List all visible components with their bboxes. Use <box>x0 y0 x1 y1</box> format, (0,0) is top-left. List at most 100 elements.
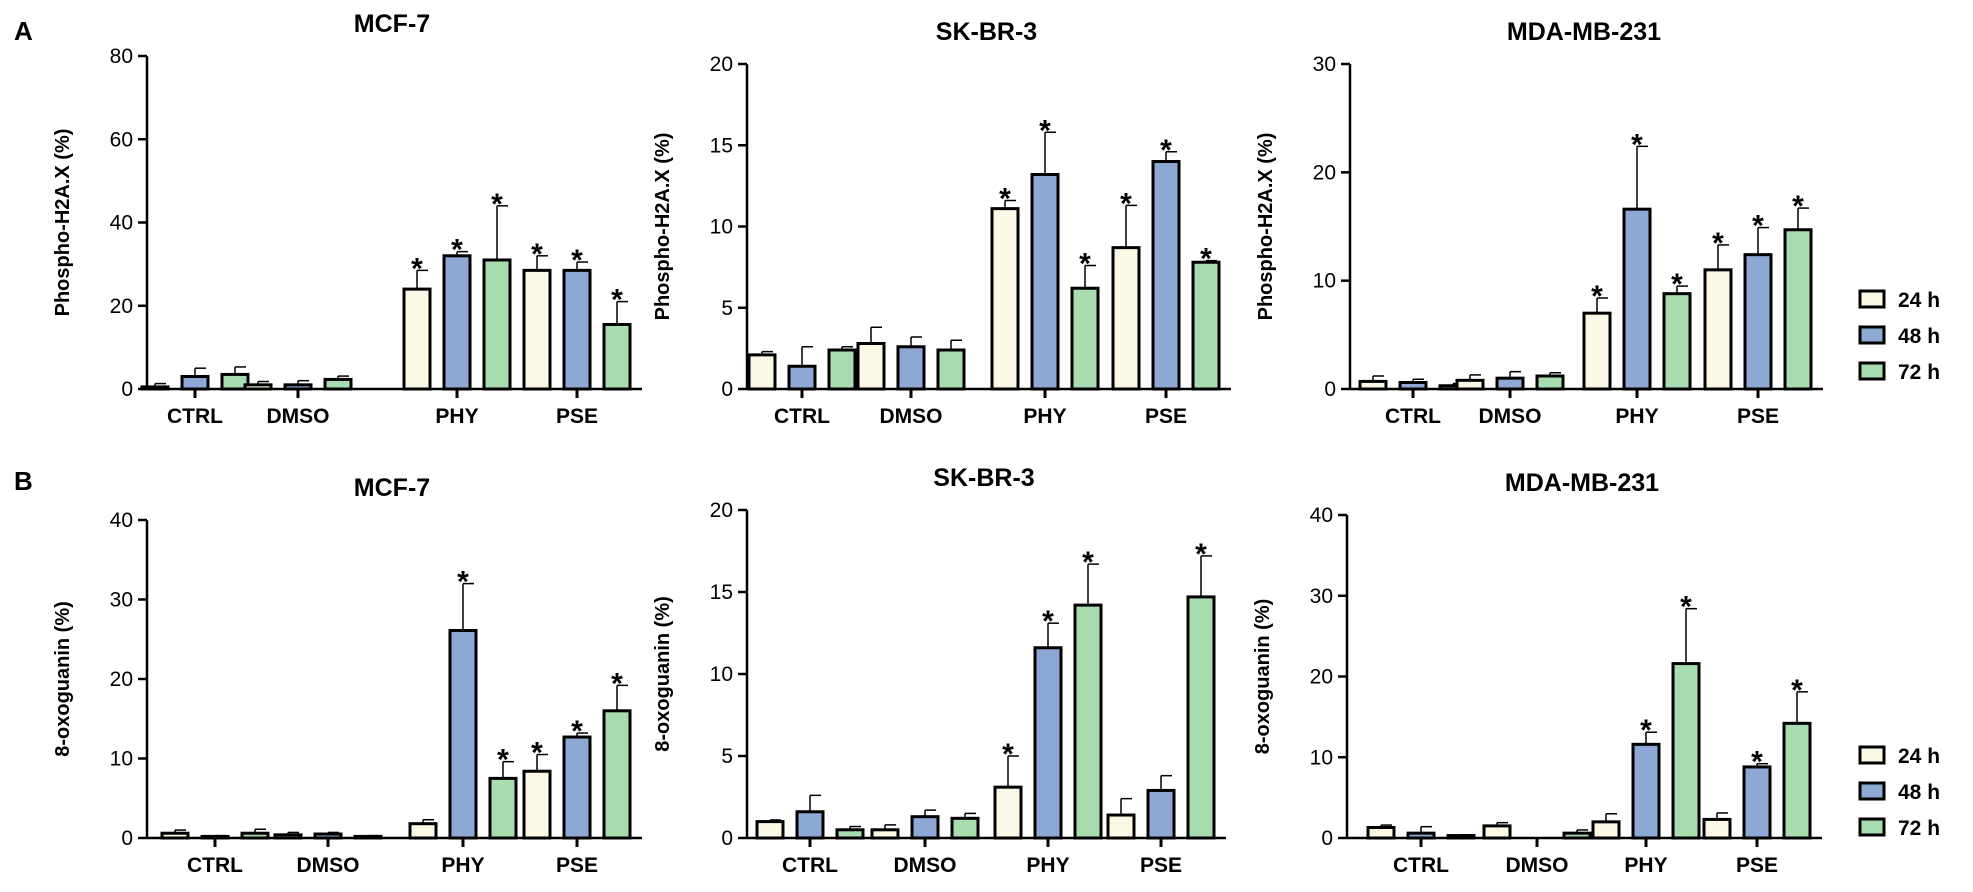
x-tick-label: PSE <box>1737 405 1779 428</box>
bar-24h <box>870 828 900 840</box>
significance-star: * <box>611 667 623 700</box>
bar-48h <box>1030 173 1060 391</box>
y-tick-label: 20 <box>110 295 133 318</box>
y-tick-label: 15 <box>710 581 733 604</box>
y-tick-label: 0 <box>721 827 733 850</box>
y-tick-label: 10 <box>710 663 733 686</box>
significance-star: * <box>1640 714 1652 747</box>
chart-2: SK-BR-3 Phospho-H2A.X (%) 0 5 10 15 20 CTRL DMSO… <box>652 18 1231 428</box>
bar-48h <box>787 364 817 391</box>
bar-48h <box>1742 765 1772 840</box>
y-tick-label: 30 <box>110 589 133 612</box>
chart-6: MDA-MB-231 8-oxoguanin (%) 0 10 20 30 40 CTRL DM… <box>1252 469 1822 877</box>
chart-title: MCF-7 <box>354 474 430 502</box>
significance-star: * <box>571 715 583 748</box>
panel-label-a: A <box>14 16 33 46</box>
x-tick-label: DMSO <box>1479 405 1542 428</box>
y-axis-label: 8-oxoguanin (%) <box>652 596 674 752</box>
x-tick-label: PSE <box>1145 405 1187 428</box>
y-tick-label: 5 <box>721 297 733 320</box>
bar-72h <box>1783 228 1813 391</box>
y-tick-label: 40 <box>110 212 133 235</box>
bar-24h <box>402 287 432 391</box>
bar-72h <box>602 322 632 391</box>
y-axis-label: 8-oxoguanin (%) <box>1252 599 1274 755</box>
significance-star: * <box>1712 227 1724 260</box>
significance-star: * <box>451 234 463 267</box>
bar-24h <box>522 769 552 840</box>
x-tick-label: DMSO <box>894 854 957 877</box>
legend-label: 48 h <box>1898 781 1940 804</box>
bar-48h <box>1743 253 1773 391</box>
bar-48h <box>1406 831 1436 840</box>
significance-star: * <box>1680 591 1692 624</box>
charts-container: MCF-7 Phospho-H2A.X (%) 0 20 40 60 80 CTRL DMSO P… <box>52 10 1823 877</box>
y-tick-label: 40 <box>110 509 133 532</box>
bar-24h <box>273 833 303 840</box>
bar-48h <box>283 383 313 391</box>
chart-1: MCF-7 Phospho-H2A.X (%) 0 20 40 60 80 CTRL DMSO P… <box>52 10 642 428</box>
y-axis-label: Phospho-H2A.X (%) <box>652 133 674 321</box>
significance-star: * <box>491 188 503 221</box>
bar-48h <box>442 254 472 391</box>
legend-swatch-48h <box>1858 781 1886 801</box>
bar-24h <box>747 353 777 391</box>
x-tick-label: CTRL <box>782 854 838 877</box>
chart-4: MCF-7 8-oxoguanin (%) 0 10 20 30 40 CTRL DMSO PHY… <box>52 474 642 877</box>
significance-star: * <box>1160 134 1172 167</box>
significance-star: * <box>457 566 469 599</box>
bar-72h <box>1186 595 1216 840</box>
bar-48h <box>896 345 926 391</box>
bar-48h <box>180 375 210 391</box>
legend-label: 24 h <box>1898 745 1940 768</box>
x-tick-label: CTRL <box>1393 854 1449 877</box>
significance-star: * <box>1002 738 1014 771</box>
legend-swatch-24h <box>1858 289 1886 309</box>
significance-star: * <box>1791 674 1803 707</box>
bar-72h <box>1191 260 1221 391</box>
x-tick-label: PHY <box>441 854 484 877</box>
significance-star: * <box>999 183 1011 216</box>
significance-star: * <box>1671 268 1683 301</box>
bar-72h <box>827 348 857 391</box>
panel-label-b: B <box>14 466 33 496</box>
y-tick-label: 0 <box>721 378 733 401</box>
significance-star: * <box>571 244 583 277</box>
y-tick-label: 10 <box>110 748 133 771</box>
x-tick-label: PHY <box>1026 854 1069 877</box>
y-axis-label: Phospho-H2A.X (%) <box>1255 133 1277 321</box>
y-tick-label: 20 <box>1310 666 1333 689</box>
y-tick-label: 20 <box>710 499 733 522</box>
y-tick-label: 20 <box>1313 161 1336 184</box>
chart-title: SK-BR-3 <box>936 18 1037 46</box>
x-tick-label: DMSO <box>267 405 330 428</box>
x-tick-label: PHY <box>435 405 478 428</box>
y-tick-label: 40 <box>1310 504 1333 527</box>
legend-bottom: 24 h 48 h 72 h <box>1858 745 1940 840</box>
y-tick-label: 30 <box>1313 53 1336 76</box>
legend-swatch-72h <box>1858 361 1886 381</box>
y-axis-label: 8-oxoguanin (%) <box>52 601 74 757</box>
legend-label: 72 h <box>1898 817 1940 840</box>
bar-24h <box>1455 378 1485 391</box>
x-tick-label: PSE <box>1736 854 1778 877</box>
x-tick-label: PHY <box>1023 405 1066 428</box>
significance-star: * <box>611 284 623 317</box>
y-tick-label: 15 <box>710 134 733 157</box>
bar-24h <box>990 207 1020 391</box>
y-tick-label: 10 <box>1310 746 1333 769</box>
significance-star: * <box>497 744 509 777</box>
bar-48h <box>562 735 592 840</box>
bar-72h <box>488 776 518 840</box>
bar-72h <box>1446 834 1476 840</box>
bar-72h <box>482 258 512 391</box>
bar-24h <box>1582 311 1612 391</box>
bar-72h <box>323 377 353 391</box>
bar-24h <box>1366 826 1396 840</box>
bar-72h <box>1073 603 1103 840</box>
chart-title: MDA-MB-231 <box>1507 18 1661 46</box>
significance-star: * <box>1120 187 1132 220</box>
significance-star: * <box>411 252 423 285</box>
bar-72h <box>1671 662 1701 840</box>
y-tick-label: 0 <box>121 827 133 850</box>
